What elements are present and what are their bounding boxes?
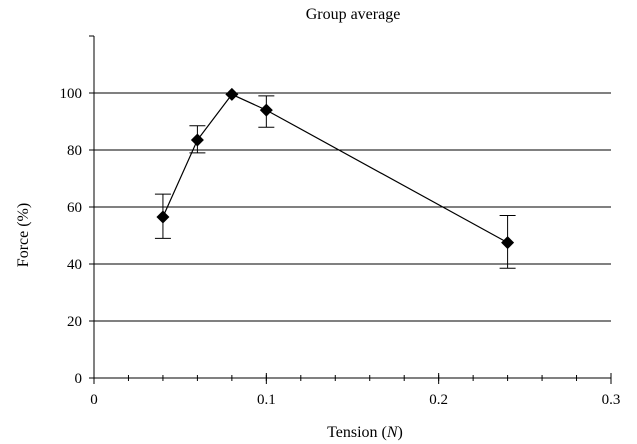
y-tick-label: 60 <box>67 200 82 216</box>
series-line <box>162 93 508 244</box>
x-tick-label: 0.3 <box>602 392 621 408</box>
y-tick-label: 40 <box>67 257 82 273</box>
series-layer <box>154 87 516 269</box>
x-tick-label: 0 <box>90 392 98 408</box>
data-point-diamond <box>225 87 239 101</box>
y-tick-label: 20 <box>67 314 82 330</box>
x-tick-label: 0.2 <box>429 392 448 408</box>
y-axis-title: Force (%) <box>15 203 32 267</box>
axes <box>89 35 612 384</box>
y-tick-label: 100 <box>60 86 83 102</box>
data-point-diamond <box>501 236 515 250</box>
tick-labels: 0 20 40 60 80 100 0 0.1 0.2 0.3 <box>60 86 621 408</box>
x-axis-title-var: N <box>386 424 399 441</box>
x-axis-title-prefix: Tension ( <box>327 424 387 441</box>
x-axis-title-suffix: ) <box>398 424 403 441</box>
y-tick-label: 0 <box>75 371 83 387</box>
x-tick-label: 0.1 <box>257 392 276 408</box>
data-point-diamond <box>190 133 204 147</box>
x-axis-title: Tension (N) <box>327 424 403 441</box>
data-point-diamond <box>259 103 273 117</box>
chart-title: Group average <box>306 6 401 23</box>
data-point-diamond <box>156 210 170 224</box>
y-tick-label: 80 <box>67 143 82 159</box>
gridlines <box>94 92 611 322</box>
